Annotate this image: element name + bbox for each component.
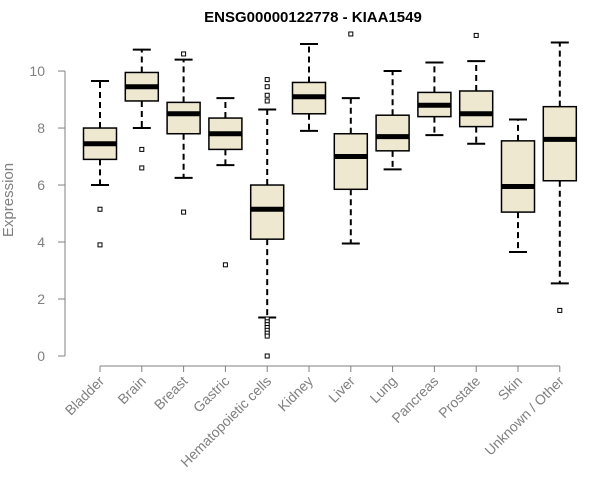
box-group — [500, 118, 536, 253]
y-tick-label: 0 — [37, 348, 45, 364]
box-group — [333, 31, 369, 245]
box-group — [166, 51, 201, 215]
box-group — [249, 77, 285, 359]
outlier-point — [97, 242, 103, 248]
box-iqr — [458, 90, 494, 128]
outlier-point — [222, 262, 228, 268]
y-tick-label: 2 — [37, 291, 45, 307]
x-category-label: Lung — [366, 373, 399, 406]
y-axis-title: Expression — [0, 163, 17, 237]
outlier-point — [139, 165, 145, 171]
chart-title: ENSG00000122778 - KIAA1549 — [204, 9, 422, 26]
x-category-label: Liver — [325, 373, 358, 406]
box-iqr — [375, 114, 410, 152]
outlier-point — [181, 51, 187, 57]
box-group — [375, 70, 410, 171]
plot-area — [82, 31, 578, 359]
outlier-point — [264, 84, 270, 90]
box-group — [208, 97, 243, 268]
x-category-label: Prostate — [435, 373, 483, 421]
outlier-point — [348, 31, 354, 37]
box-group — [82, 80, 118, 248]
box-group — [124, 48, 160, 171]
outlier-point — [264, 77, 270, 83]
x-category-label: Unknown / Other — [481, 373, 567, 459]
outlier-point — [264, 353, 270, 359]
x-category-label: Kidney — [275, 373, 317, 415]
outlier-point — [473, 32, 479, 38]
box-iqr — [333, 132, 369, 191]
outlier-point — [557, 307, 563, 313]
outlier-point — [264, 333, 270, 339]
box-group — [542, 41, 578, 313]
outlier-point — [139, 146, 145, 152]
x-category-label: Brain — [114, 373, 148, 407]
x-category-label: Skin — [495, 373, 526, 404]
box-iqr — [542, 105, 578, 182]
outlier-point — [97, 206, 103, 212]
box-iqr — [249, 184, 285, 240]
x-category-label: Bladder — [62, 373, 108, 419]
box-group — [458, 32, 494, 145]
box-group — [417, 61, 452, 137]
y-axis: 0 2 4 6 8 10 — [29, 63, 66, 364]
y-tick-label: 8 — [37, 120, 45, 136]
outlier-point — [264, 92, 270, 98]
box-group — [291, 42, 327, 132]
x-category-label: Breast — [151, 373, 191, 413]
box-iqr — [166, 101, 201, 135]
y-tick-label: 4 — [37, 234, 45, 250]
outlier-point — [264, 98, 270, 104]
y-tick-label: 6 — [37, 177, 45, 193]
y-tick-label: 10 — [29, 63, 45, 79]
outlier-point — [181, 209, 187, 215]
box-iqr — [500, 140, 536, 213]
